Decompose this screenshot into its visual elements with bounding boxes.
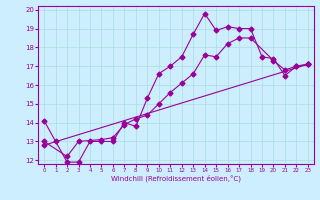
X-axis label: Windchill (Refroidissement éolien,°C): Windchill (Refroidissement éolien,°C)	[111, 175, 241, 182]
